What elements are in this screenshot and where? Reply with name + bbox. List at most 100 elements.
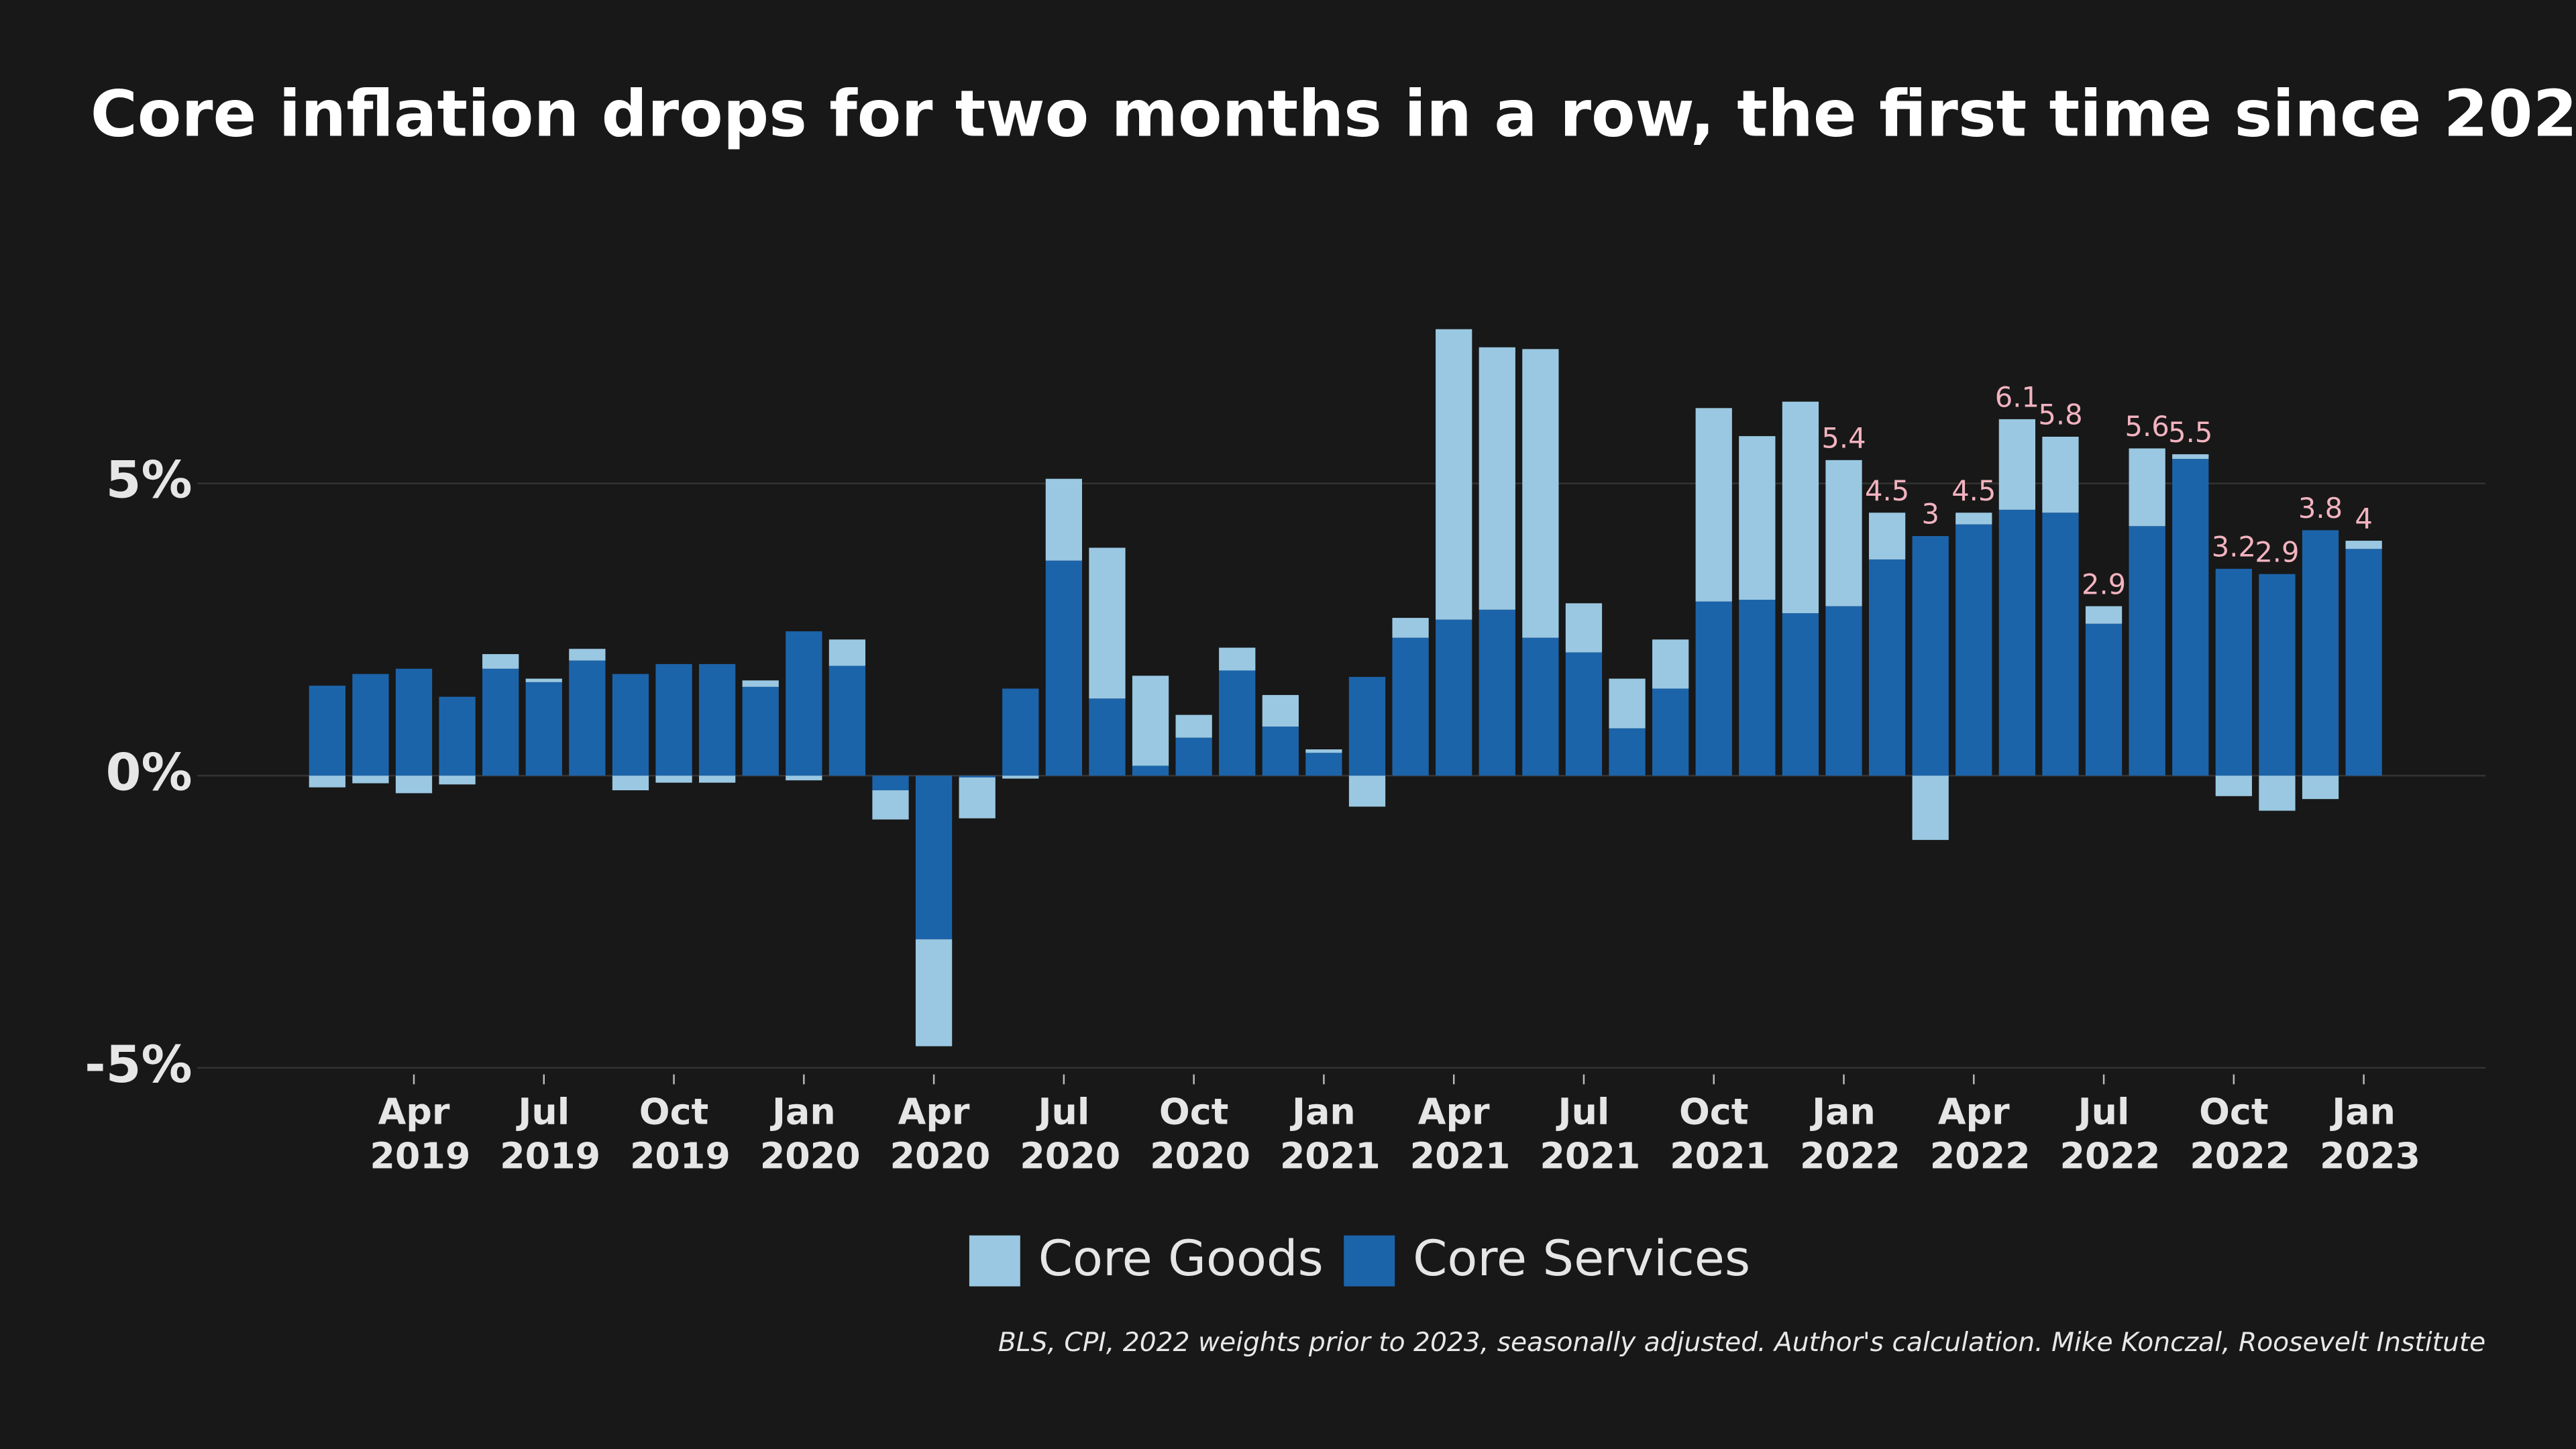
bar-segment [1522,637,1559,776]
y-tick-label: 5% [106,451,193,510]
bar-segment [1565,603,1603,653]
bar-segment [1652,639,1689,689]
y-tick-label: 0% [106,743,193,802]
bar-segment [2259,574,2296,776]
bar-segment [1348,775,1386,807]
bar-segment [2085,623,2123,776]
x-tick-label: Jul 2019 [487,1090,600,1177]
bar-segment [439,696,476,776]
bar-segment [1695,408,1732,602]
bar-segment [1132,676,1169,766]
bar-segment [915,939,953,1046]
total-label: 5.8 [2038,398,2082,431]
bar-segment [959,777,996,818]
x-tick-label: Oct 2022 [2178,1090,2291,1177]
total-label: 5.5 [2168,416,2212,449]
bar-segment [1955,524,1992,776]
bar-segment [786,631,822,776]
bar-segment [742,686,779,776]
total-label: 3.8 [2298,492,2343,525]
bar-segment [439,775,476,785]
bar-segment [1045,478,1082,561]
total-label: 2.9 [2255,535,2299,568]
bar-segment [1219,670,1256,776]
bar-segment [1089,698,1126,776]
bar-segment [1262,727,1299,776]
total-label: 6.1 [1995,380,2039,413]
bar-segment [1912,775,1949,841]
bar-segment [959,775,996,777]
total-label: 4.5 [1951,474,1996,507]
bar-segment [1348,677,1386,776]
bar-segment [569,660,606,776]
x-tick-label: Jan 2020 [747,1090,861,1177]
bar-segment [1609,728,1646,776]
bar-segment [1825,606,1862,776]
x-tick-label: Jan 2022 [1787,1090,1900,1177]
x-tick-label: Apr 2022 [1917,1090,2031,1177]
bar-segment [2345,549,2382,776]
x-tick-label: Oct 2021 [1657,1090,1770,1177]
bar-segment [1175,737,1212,776]
bar-segment [2302,775,2339,800]
bar-segment [1175,714,1212,738]
bar-segment [655,775,692,783]
bar-segment [482,654,519,669]
bar-segment [1522,349,1559,638]
bar-segment [872,790,909,820]
bar-segment [2215,775,2252,796]
x-tick-label: Apr 2019 [358,1090,471,1177]
bar-segment [786,775,822,781]
x-tick-label: Oct 2020 [1137,1090,1250,1177]
bar-segment [1782,613,1819,776]
bar-segment [482,668,519,776]
legend-label: Core Goods [1038,1230,1324,1287]
bar-segment [2172,454,2209,460]
bar-segment [699,775,736,783]
bar-segment [352,775,389,784]
bar-segment [1219,647,1256,671]
bar-segment [525,682,562,776]
bar-segment [1739,600,1776,776]
bar-segment [1739,436,1776,600]
x-tick-label: Jan 2021 [1267,1090,1381,1177]
bar-segment [1955,513,1992,525]
bar-segment [1782,401,1819,614]
bar-segment [2129,526,2165,776]
bar-segment [1045,560,1082,776]
source-note: BLS, CPI, 2022 weights prior to 2023, se… [998,1328,2485,1358]
bar-segment [1998,509,2036,776]
bar-segment [525,678,562,682]
bar-segment [1652,688,1689,776]
bar-segment [1868,513,1906,559]
bar-segment [2345,541,2382,549]
bar-segment [2172,459,2209,776]
total-label: 3 [1921,498,1939,531]
bar-segment [2085,606,2123,624]
x-tick-label: Jul 2020 [1008,1090,1121,1177]
bar-segment [828,665,866,776]
bar-segment [1609,678,1646,729]
x-tick-label: Oct 2019 [617,1090,731,1177]
bar-segment [1392,618,1429,638]
bar-segment [1868,559,1906,776]
bar-segment [395,668,433,776]
bar-segment [352,674,389,776]
chart-title: Core inflation drops for two months in a… [91,76,2576,152]
bar-segment [309,686,345,776]
bar-segment [2259,775,2296,811]
bar-segment [1565,652,1603,776]
total-label: 3.2 [2212,530,2256,563]
bar-segment [1436,329,1472,620]
legend-label: Core Services [1413,1230,1750,1287]
total-label: 2.9 [2082,568,2126,600]
bar-segment [395,775,433,794]
x-tick-label: Apr 2020 [877,1090,991,1177]
bar-segment [742,680,779,687]
bar-segment [1825,460,1862,606]
bar-segment [309,775,345,788]
x-tick-label: Jul 2021 [1527,1090,1641,1177]
bar-segment [612,674,649,776]
bar-segment [1002,775,1039,779]
